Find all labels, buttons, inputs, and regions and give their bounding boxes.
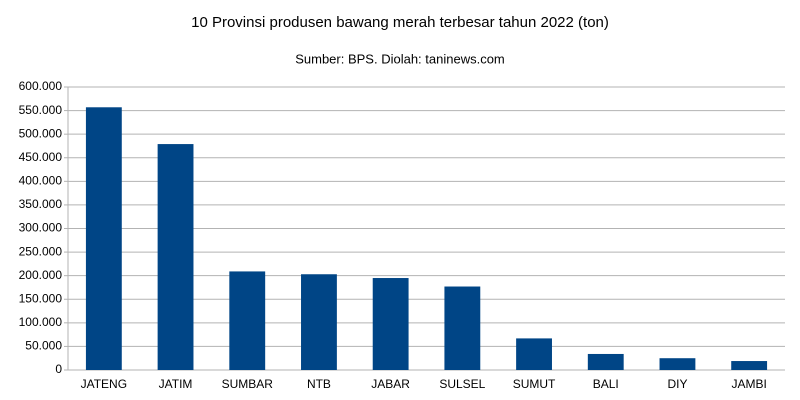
y-tick-label: 50.000 <box>25 339 62 353</box>
bar <box>157 144 194 370</box>
chart-subtitle: Sumber: BPS. Diolah: taninews.com <box>295 51 505 66</box>
y-tick-label: 500.000 <box>19 126 63 140</box>
bar <box>301 274 337 370</box>
chart-title: 10 Provinsi produsen bawang merah terbes… <box>191 14 609 31</box>
y-tick-label: 100.000 <box>19 315 63 329</box>
x-tick-label: NTB <box>307 377 331 391</box>
y-tick-label: 450.000 <box>19 150 63 164</box>
y-tick-label: 150.000 <box>19 291 63 305</box>
x-tick-label: SUMBAR <box>222 377 274 391</box>
bar <box>659 358 696 370</box>
x-tick-label: JATENG <box>81 377 127 391</box>
x-tick-label: JAMBI <box>731 377 766 391</box>
y-tick-label: 0 <box>55 362 62 376</box>
y-tick-label: 550.000 <box>19 103 63 117</box>
y-tick-label: 400.000 <box>19 174 63 188</box>
x-tick-label: SUMUT <box>513 377 556 391</box>
bar <box>444 286 481 370</box>
y-tick-label: 600.000 <box>19 79 63 93</box>
y-tick-label: 350.000 <box>19 197 63 211</box>
bar <box>372 278 409 370</box>
y-tick-label: 300.000 <box>19 221 63 235</box>
bar <box>85 107 122 370</box>
x-tick-label: JABAR <box>371 377 410 391</box>
bar <box>731 361 768 370</box>
x-tick-label: BALI <box>593 377 619 391</box>
x-tick-label: SULSEL <box>439 377 485 391</box>
y-tick-label: 250.000 <box>19 244 63 258</box>
y-tick-label: 200.000 <box>19 268 63 282</box>
x-tick-label: JATIM <box>159 377 193 391</box>
bar <box>587 353 624 370</box>
bar <box>516 338 552 370</box>
bar <box>229 271 266 370</box>
x-tick-label: DIY <box>667 377 687 391</box>
